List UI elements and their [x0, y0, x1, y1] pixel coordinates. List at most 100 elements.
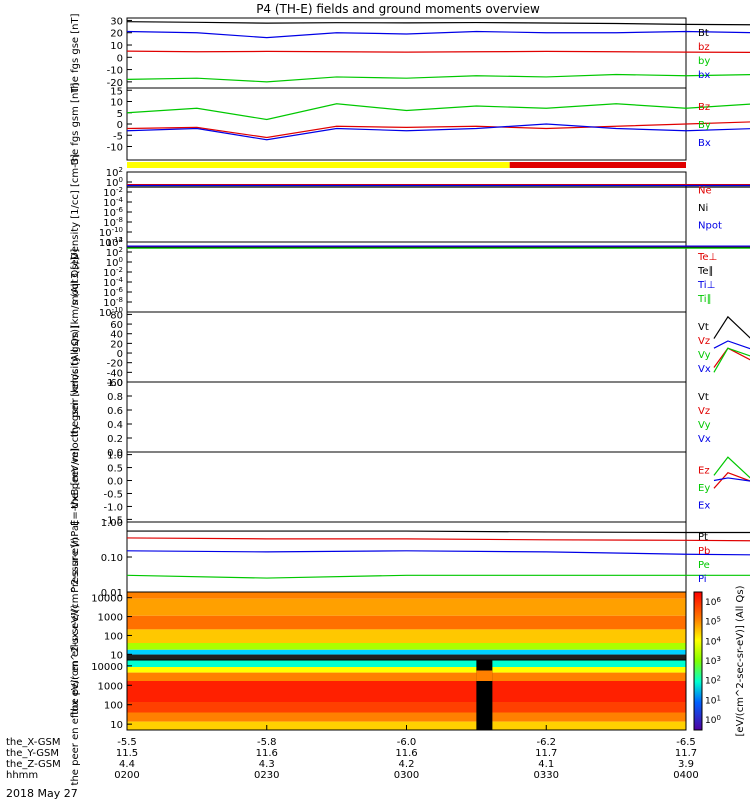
y-tick-label: -0.5 — [103, 489, 123, 500]
x-tick-label: 3.9 — [678, 759, 694, 770]
series-line-Ez — [713, 472, 750, 489]
panel-frame-0 — [126, 17, 687, 89]
y-tick-label: 100 — [104, 631, 123, 642]
series-line-Bx — [126, 123, 750, 141]
series-line-Vx — [713, 340, 750, 350]
legend-entry: bz — [698, 42, 710, 53]
legend-entry: Bt — [698, 28, 709, 39]
y-tick-label: 10-2 — [103, 266, 123, 279]
legend-entry: Pi — [698, 574, 707, 585]
y-tick-label: 30 — [110, 16, 123, 27]
y-tick-label: 0.01 — [101, 588, 123, 599]
y-tick-label: 1000 — [98, 613, 123, 624]
spectrogram-gap-band — [476, 670, 493, 681]
series-line-Ex — [713, 477, 750, 482]
y-tick-label: 0 — [117, 120, 123, 131]
y-tick-label: 1000 — [98, 681, 123, 692]
legend-entry: Vy — [698, 420, 711, 431]
y-tick-label: 10-8 — [103, 296, 123, 309]
legend-entry: Te⊥ — [697, 252, 717, 263]
y-tick-label: -20 — [107, 359, 123, 370]
x-axis-row-label: the_Y-GSM — [6, 748, 59, 759]
y-axis-label: the peer velocity gsm [km/s (All Qs)] — [70, 325, 81, 509]
y-tick-label: 10-12 — [99, 236, 123, 249]
legend-entry: Vx — [698, 364, 711, 375]
y-tick-label: 1.0 — [107, 378, 123, 389]
y-axis-label: Density [1/cc] [cm-3] — [70, 154, 81, 260]
legend-entry: Pt — [698, 532, 708, 543]
legend-entry: By — [698, 120, 711, 131]
y-axis-label: moqt3 [eV] — [70, 249, 81, 306]
y-tick-label: 10 — [110, 650, 123, 661]
legend-entry: Ey — [698, 483, 710, 494]
y-tick-label: 15 — [110, 86, 123, 97]
y-tick-label: 0.8 — [107, 392, 123, 403]
y-tick-label: 10 — [110, 98, 123, 109]
spectrogram-band — [127, 615, 686, 630]
colorbar-tick-label: 103 — [705, 655, 721, 667]
colorbar-tick-label: 105 — [705, 616, 721, 628]
series-line-Bt — [126, 21, 750, 26]
y-tick-label: 100 — [106, 176, 123, 189]
panel-frame-4 — [126, 311, 687, 383]
y-tick-label: 60 — [110, 320, 123, 331]
legend-entry: Npot — [698, 221, 722, 232]
legend-entry: Te∥ — [697, 266, 714, 277]
y-tick-label: 0 — [117, 53, 123, 64]
x-tick-label: 0230 — [254, 770, 279, 781]
panel-frame-5 — [126, 381, 687, 453]
x-tick-label: 0330 — [534, 770, 559, 781]
spectrogram-band — [127, 654, 686, 660]
y-tick-label: 102 — [106, 166, 123, 179]
x-tick-label: 4.4 — [119, 759, 135, 770]
y-tick-label: 1.00 — [101, 518, 123, 529]
series-line-bx — [126, 30, 750, 39]
legend-entry: Vt — [698, 322, 709, 333]
y-axis-label: the peir velocity gsm [km/s (All Qs)] — [70, 257, 81, 438]
spectrogram-band — [127, 702, 686, 713]
x-tick-label: -6.0 — [397, 737, 417, 748]
x-axis-row-label: the_Z-GSM — [6, 759, 61, 770]
colorbar-tick-label: 106 — [705, 596, 721, 608]
y-tick-label: 10-2 — [103, 186, 123, 199]
series-line-By — [126, 103, 750, 121]
series-line-Pb — [126, 537, 750, 542]
y-tick-label: 100 — [106, 256, 123, 269]
y-tick-label: 102 — [106, 246, 123, 259]
legend-entry: Bz — [698, 102, 710, 113]
y-axis-label: the peer en eflux eV/(cm^2-s-sr-eV) — [70, 604, 81, 785]
legend-entry: Ni — [698, 203, 708, 214]
x-tick-label: 4.2 — [399, 759, 415, 770]
spectrogram-9 — [127, 660, 686, 730]
legend-entry: Ne — [698, 186, 712, 197]
legend-entry: Ti⊥ — [697, 280, 715, 291]
x-axis-row-label: hhmm — [6, 770, 38, 781]
y-tick-label: 20 — [110, 339, 123, 350]
y-axis-label: the fgs gse [nT] — [70, 13, 81, 92]
y-tick-label: -60 — [107, 378, 123, 389]
colorbar-tick-label: 104 — [705, 635, 721, 647]
colorbar-tick-label: 100 — [705, 714, 721, 726]
y-tick-label: 0.0 — [107, 448, 123, 459]
y-tick-label: 10000 — [91, 594, 123, 605]
y-tick-label: 10-6 — [103, 286, 123, 299]
x-tick-label: -5.8 — [257, 737, 277, 748]
series-line-Vt — [713, 315, 750, 339]
series-line-Vy — [713, 347, 750, 373]
y-axis-label: Pressure [nPa] — [70, 521, 81, 593]
panel-frame-3 — [126, 241, 687, 313]
series-line-Ey — [713, 456, 750, 479]
spectrogram-band — [127, 649, 686, 655]
legend-entry: Vt — [698, 392, 709, 403]
y-tick-label: 0.6 — [107, 406, 123, 417]
y-tick-label: 10000 — [91, 662, 123, 673]
x-axis-row-label: the_X-GSM — [6, 737, 60, 748]
y-tick-label: 0.0 — [107, 477, 123, 488]
spectrogram-8 — [127, 592, 686, 660]
spectrogram-band — [127, 660, 686, 667]
y-tick-label: -40 — [107, 368, 123, 379]
y-tick-label: 10-4 — [103, 196, 123, 209]
y-tick-label: 40 — [110, 330, 123, 341]
series-line-by — [126, 73, 750, 83]
